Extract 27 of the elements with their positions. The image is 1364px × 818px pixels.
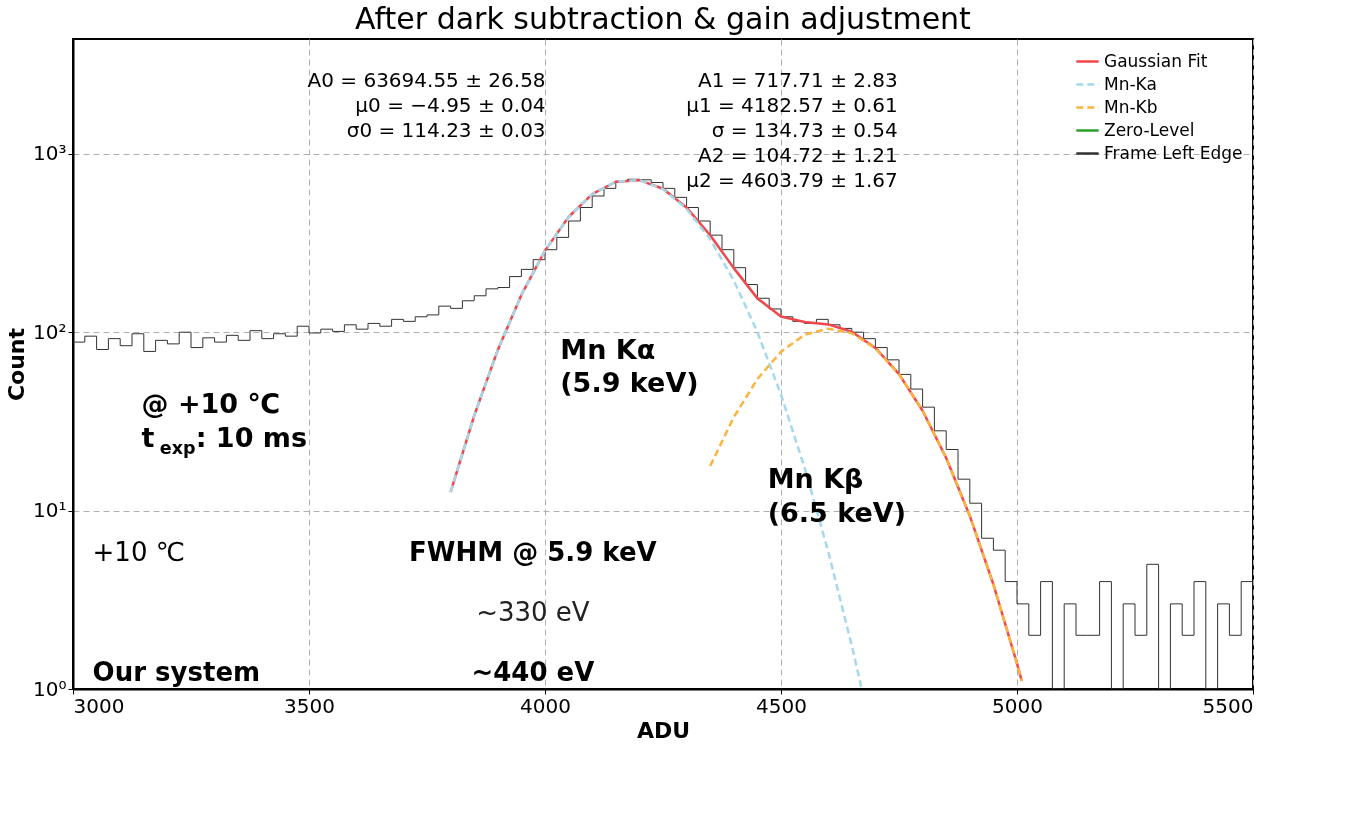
y-tick-label: 10⁰	[33, 676, 67, 701]
x-tick-label: 5500	[1202, 693, 1254, 718]
annotation: Our system	[92, 656, 261, 687]
legend-label: Mn-Ka	[1104, 73, 1157, 94]
legend-label: Zero-Level	[1104, 119, 1195, 140]
x-tick-label: 5000	[992, 693, 1043, 718]
annotation: Mn Kβ (6.5 keV)	[767, 463, 907, 528]
x-tick-label: 3000	[73, 693, 125, 718]
x-tick-label: 4500	[756, 693, 807, 718]
chart-title: After dark subtraction & gain adjustment	[355, 1, 972, 36]
y-tick-label: 10¹	[33, 498, 67, 523]
x-tick-label: 3500	[284, 693, 335, 718]
annotation: ~440 eV	[471, 656, 595, 687]
x-axis-title: ADU	[636, 717, 691, 743]
annotation: Mn Kα (5.9 keV)	[560, 333, 699, 399]
annotation: FWHM @ 5.9 keV	[409, 537, 657, 568]
legend-label: Frame Left Edge	[1104, 142, 1243, 163]
annotation: ~330 eV	[476, 596, 590, 627]
annotation: A1 = 717.71 ± 2.83 μ1 = 4182.57 ± 0.61 σ = 134.73 ± 0.54 A2 = 104.72 ± 1.21 μ2 = 4603.79 ± 1.67	[686, 67, 898, 192]
x-tick-label: 4000	[520, 693, 571, 718]
y-tick-label: 10³	[33, 141, 67, 166]
legend-label: Mn-Kb	[1104, 96, 1158, 117]
annotation: A0 = 63694.55 ± 26.58 μ0 = −4.95 ± 0.04 σ0 = 114.23 ± 0.03	[307, 67, 546, 142]
y-tick-label: 10²	[33, 319, 67, 344]
legend-label: Gaussian Fit	[1104, 50, 1208, 71]
annotation: +10 ℃	[92, 537, 185, 568]
y-axis-title: Count	[4, 327, 30, 402]
